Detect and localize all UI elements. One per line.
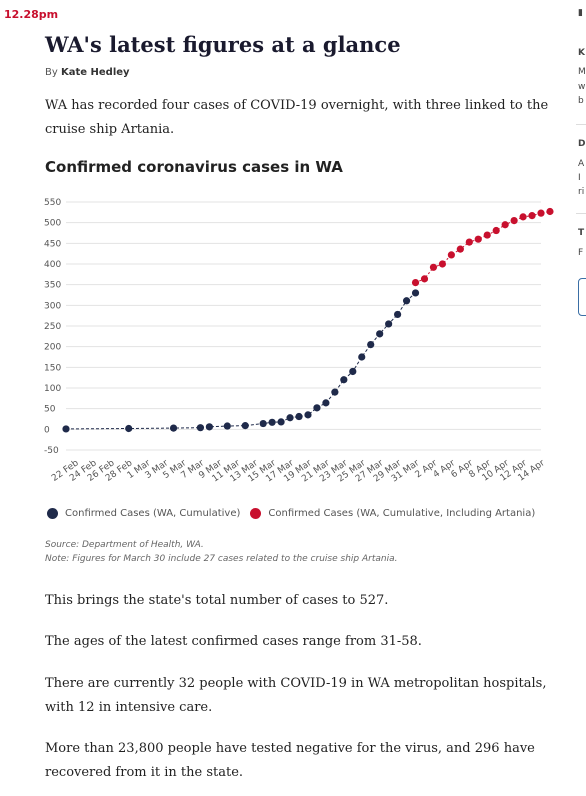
byline-prefix: By xyxy=(45,67,58,78)
sidebar-fragment: b xyxy=(578,96,584,106)
series-line-artania xyxy=(415,211,551,284)
data-point xyxy=(358,353,366,361)
legend-item-wa[interactable]: Confirmed Cases (WA, Cumulative) xyxy=(47,508,240,519)
y-tick-label: 350 xyxy=(44,281,61,291)
y-tick-label: 100 xyxy=(44,384,61,394)
headline: WA's latest figures at a glance xyxy=(45,32,401,57)
body-paragraph-2: The ages of the latest confirmed cases r… xyxy=(45,634,422,649)
data-point xyxy=(537,209,545,217)
sidebar-button[interactable] xyxy=(578,278,586,316)
sidebar-fragment: T xyxy=(578,228,585,238)
data-point xyxy=(277,418,285,426)
data-point xyxy=(438,260,447,268)
data-point xyxy=(125,424,133,433)
byline: By Kate Hedley xyxy=(45,67,130,78)
data-point xyxy=(295,412,303,421)
y-tick-label: 200 xyxy=(44,343,61,353)
data-point xyxy=(402,297,411,305)
data-point xyxy=(376,330,384,338)
sidebar-fragment: K xyxy=(578,48,585,58)
sidebar-fragment: F xyxy=(578,248,584,258)
data-point xyxy=(259,419,267,428)
body-paragraph-4: More than 23,800 people have tested nega… xyxy=(45,741,535,780)
data-point xyxy=(411,289,420,297)
data-point xyxy=(429,263,438,271)
source-line: Source: Department of Health, WA. xyxy=(45,540,204,550)
sidebar-fragment: M xyxy=(578,67,586,77)
intro-paragraph: WA has recorded four cases of COVID-19 o… xyxy=(45,98,549,137)
data-point xyxy=(546,207,554,216)
y-tick-label: 400 xyxy=(44,260,61,270)
y-tick-label: 0 xyxy=(44,425,50,435)
data-point xyxy=(349,367,357,376)
sidebar-fragment: I xyxy=(578,173,581,183)
data-point xyxy=(447,251,455,259)
data-point xyxy=(420,275,429,283)
data-point xyxy=(492,226,500,235)
y-tick-label: -50 xyxy=(44,446,59,456)
legend-item-artania[interactable]: Confirmed Cases (WA, Cumulative, Includi… xyxy=(250,508,535,519)
data-point xyxy=(411,279,420,287)
chart-legend: Confirmed Cases (WA, Cumulative) Confirm… xyxy=(47,508,545,519)
note-line: Note: Figures for March 30 include 27 ca… xyxy=(45,554,398,564)
author-link[interactable]: Kate Hedley xyxy=(60,67,130,78)
data-point xyxy=(241,422,249,430)
legend-marker-wa xyxy=(47,508,58,519)
data-point xyxy=(223,422,231,430)
data-point xyxy=(313,404,321,412)
body-paragraph-3: There are currently 32 people with COVID… xyxy=(45,676,547,715)
data-point xyxy=(340,376,348,384)
data-point xyxy=(385,320,393,328)
body-paragraph-1: This brings the state's total number of … xyxy=(45,593,389,608)
sidebar-cutoff: ▮ K M w b D A I ri T F xyxy=(576,0,586,796)
y-tick-label: 300 xyxy=(44,301,61,311)
data-point xyxy=(367,341,375,349)
legend-marker-artania xyxy=(250,508,262,519)
data-point xyxy=(196,424,205,432)
y-tick-label: 550 xyxy=(44,198,61,208)
legend-label-artania: Confirmed Cases (WA, Cumulative, Includi… xyxy=(268,508,536,519)
data-point xyxy=(286,414,294,422)
data-point xyxy=(205,423,213,431)
y-tick-label: 450 xyxy=(44,239,61,249)
sidebar-fragment: ri xyxy=(578,187,585,197)
y-tick-label: 500 xyxy=(44,219,61,229)
data-point xyxy=(62,425,70,433)
sidebar-fragment: D xyxy=(578,139,586,149)
data-point xyxy=(501,221,509,229)
y-tick-label: 250 xyxy=(44,322,61,332)
data-point xyxy=(474,235,482,243)
data-point xyxy=(304,411,312,419)
sidebar-divider xyxy=(576,213,586,214)
data-point xyxy=(268,418,276,426)
data-point xyxy=(394,310,402,319)
data-point xyxy=(465,238,473,246)
data-point xyxy=(169,424,178,432)
sidebar-icon: ▮ xyxy=(578,8,583,18)
sidebar-fragment: A xyxy=(578,159,585,169)
data-point xyxy=(510,217,518,225)
data-point xyxy=(456,245,464,253)
chart-title: Confirmed coronavirus cases in WA xyxy=(45,158,343,176)
data-point xyxy=(331,388,339,396)
y-tick-label: 50 xyxy=(44,405,56,415)
data-point xyxy=(519,213,527,221)
sidebar-divider xyxy=(576,124,586,125)
sidebar-fragment: w xyxy=(578,82,586,92)
data-point xyxy=(322,399,330,407)
legend-label-wa: Confirmed Cases (WA, Cumulative) xyxy=(65,508,241,519)
timestamp: 12.28pm xyxy=(4,8,59,21)
y-tick-label: 150 xyxy=(44,363,61,373)
data-point xyxy=(528,212,536,220)
data-point xyxy=(483,231,491,239)
chart-source: Source: Department of Health, WA. Note: … xyxy=(45,538,397,566)
